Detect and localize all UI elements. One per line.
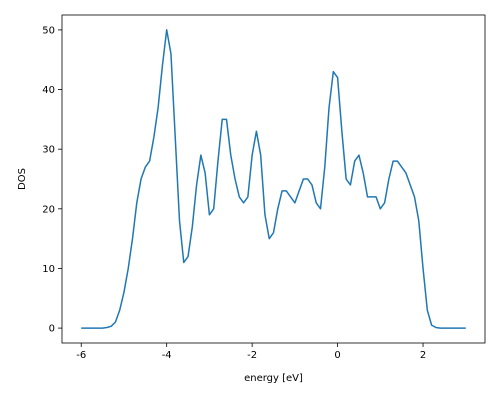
data-line <box>81 29 466 329</box>
y-axis-label: DOS <box>17 168 28 190</box>
x-tick-label: -2 <box>247 350 257 361</box>
plot-frame <box>61 14 486 344</box>
y-tick-label: 30 <box>42 145 55 156</box>
y-tick-label: 10 <box>42 264 55 275</box>
y-tick-label: 50 <box>42 25 55 36</box>
y-tick-label: 40 <box>42 85 55 96</box>
x-tick-label: -4 <box>162 350 172 361</box>
y-tick-label: 0 <box>49 324 55 335</box>
x-tick-label: 0 <box>334 350 340 361</box>
y-tick-label: 20 <box>42 204 55 215</box>
x-tick-label: -6 <box>76 350 86 361</box>
x-tick-label: 2 <box>420 350 426 361</box>
x-axis-label: energy [eV] <box>244 373 303 384</box>
